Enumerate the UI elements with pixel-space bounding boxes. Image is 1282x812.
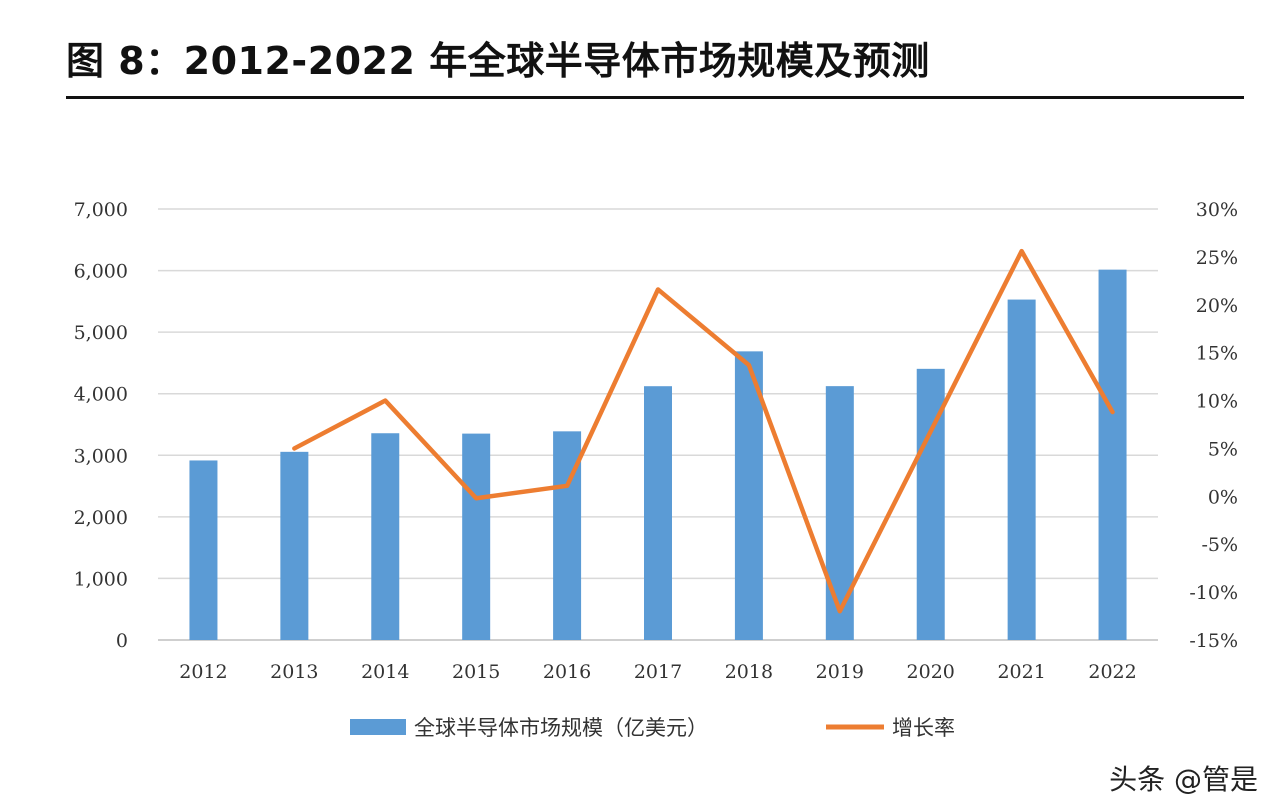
- left-axis-tick-label: 5,000: [74, 322, 128, 344]
- left-axis-tick-label: 6,000: [74, 261, 128, 283]
- chart-title: 图 8：2012-2022 年全球半导体市场规模及预测: [66, 39, 930, 83]
- bar: [644, 386, 672, 640]
- left-axis-tick-label: 2,000: [74, 507, 128, 529]
- left-axis-tick-label: 1,000: [74, 568, 128, 590]
- x-axis-tick-label: 2022: [1088, 661, 1136, 683]
- x-axis-tick-label: 2019: [816, 661, 864, 683]
- x-axis-tick-label: 2020: [907, 661, 955, 683]
- right-axis-tick-label: 25%: [1196, 247, 1238, 269]
- right-axis-tick-label: -15%: [1189, 630, 1238, 652]
- left-axis-tick-label: 0: [116, 630, 128, 652]
- bar: [462, 433, 491, 640]
- bar: [734, 351, 763, 640]
- left-axis-tick-label: 4,000: [74, 384, 128, 406]
- bar: [371, 433, 400, 640]
- x-axis-tick-label: 2012: [179, 661, 227, 683]
- x-axis-tick-label: 2015: [452, 661, 500, 683]
- left-axis-tick-label: 3,000: [74, 445, 128, 467]
- right-axis-tick-label: 5%: [1208, 438, 1238, 460]
- x-axis-ticks: 2012 2013 2014 2015 2016 2017 2018 2019 2020 2021…: [179, 661, 1136, 683]
- left-axis-ticks: 0 1,000 2,000 3,000 4,000 5,000 6,000 7,000: [74, 199, 128, 652]
- x-axis-tick-label: 2018: [725, 661, 773, 683]
- x-axis-tick-label: 2014: [361, 661, 409, 683]
- growth-rate-line: [292, 248, 1115, 614]
- grid-lines: [158, 208, 1158, 641]
- bar: [1098, 269, 1127, 640]
- bar: [825, 386, 854, 640]
- title-divider: [66, 96, 1244, 99]
- growth-line-series: [292, 248, 1115, 614]
- right-axis-tick-label: 20%: [1196, 295, 1238, 317]
- right-axis-tick-label: 30%: [1196, 199, 1238, 221]
- bar: [189, 460, 218, 640]
- x-axis-tick-label: 2013: [270, 661, 318, 683]
- right-axis-tick-label: -5%: [1201, 534, 1238, 556]
- right-axis-ticks: -15% -10% -5% 0% 5% 10% 15% 20% 25% 30%: [1189, 199, 1238, 652]
- watermark: 头条 @管是: [1109, 763, 1258, 796]
- right-axis-tick-label: 0%: [1208, 486, 1238, 508]
- legend-label-market-size: 全球半导体市场规模（亿美元）: [414, 716, 708, 740]
- x-axis-tick-label: 2016: [543, 661, 591, 683]
- legend: 全球半导体市场规模（亿美元） 增长率: [350, 716, 955, 740]
- bar-series: [189, 269, 1127, 640]
- right-axis-tick-label: 15%: [1196, 343, 1238, 365]
- bar: [1007, 299, 1036, 640]
- left-axis-tick-label: 7,000: [74, 199, 128, 221]
- legend-swatch-bar: [350, 719, 406, 735]
- bar: [280, 451, 309, 640]
- x-axis-tick-label: 2017: [634, 661, 682, 683]
- right-axis-tick-label: -10%: [1189, 582, 1238, 604]
- right-axis-tick-label: 10%: [1196, 391, 1238, 413]
- x-axis-tick-label: 2021: [997, 661, 1045, 683]
- legend-label-growth-rate: 增长率: [892, 716, 955, 740]
